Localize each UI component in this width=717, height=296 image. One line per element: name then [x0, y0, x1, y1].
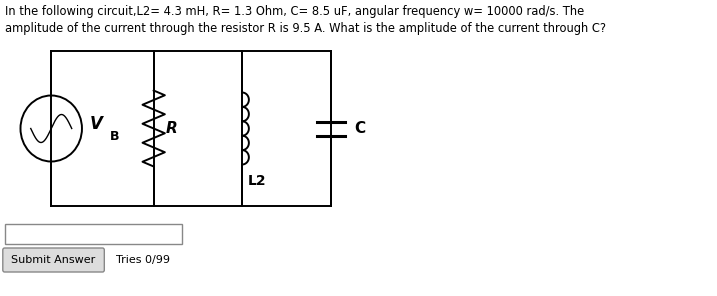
Text: Tries 0/99: Tries 0/99: [116, 255, 171, 265]
FancyBboxPatch shape: [4, 224, 181, 244]
Text: C: C: [354, 121, 365, 136]
Text: V: V: [90, 115, 103, 133]
Text: amplitude of the current through the resistor R is 9.5 A. What is the amplitude : amplitude of the current through the res…: [4, 22, 606, 35]
Text: In the following circuit,L2= 4.3 mH, R= 1.3 Ohm, C= 8.5 uF, angular frequency w=: In the following circuit,L2= 4.3 mH, R= …: [4, 5, 584, 18]
Text: L2: L2: [248, 174, 267, 188]
FancyBboxPatch shape: [3, 248, 104, 272]
Text: Submit Answer: Submit Answer: [11, 255, 95, 265]
Text: R: R: [166, 121, 178, 136]
Text: B: B: [110, 130, 120, 143]
